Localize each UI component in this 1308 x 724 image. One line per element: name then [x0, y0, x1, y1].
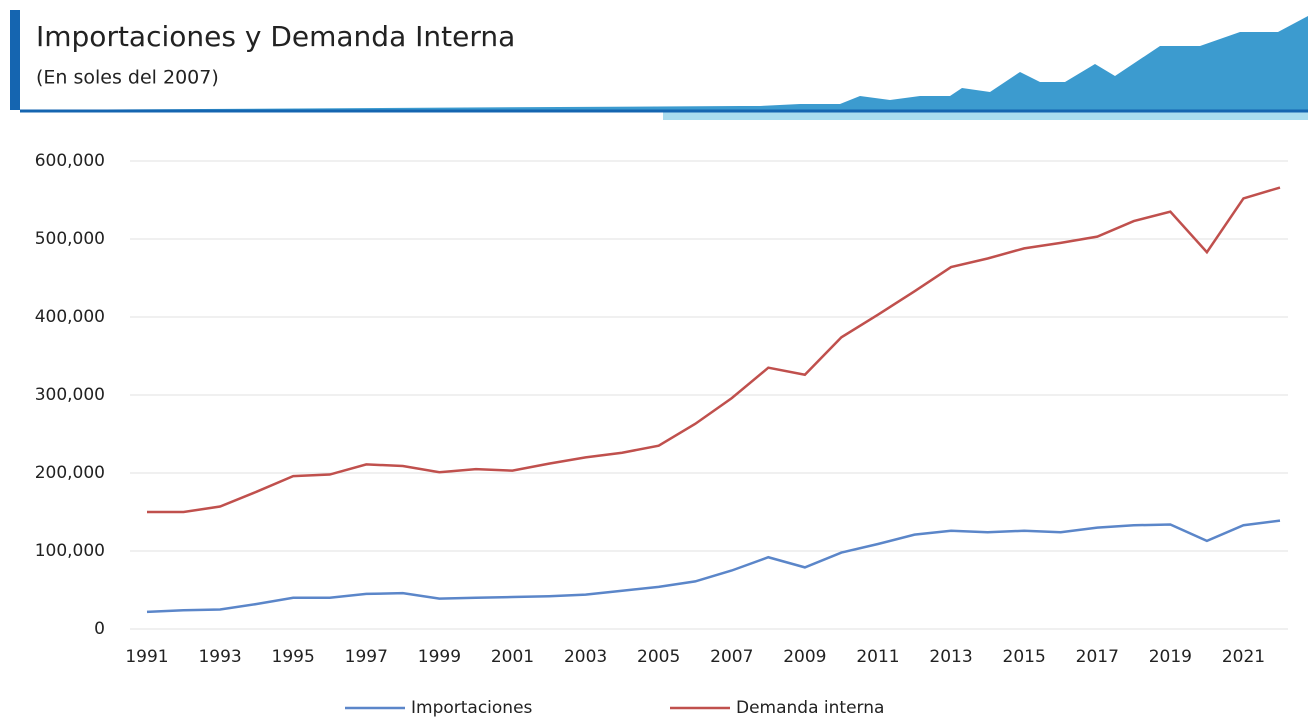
chart-subtitle: (En soles del 2007) [36, 67, 219, 89]
chart-title: Importaciones y Demanda Interna [36, 20, 515, 53]
chart: Importaciones y Demanda Interna (En sole… [0, 0, 1308, 720]
x-tick-label: 2015 [1003, 647, 1046, 667]
x-tick-label: 2005 [637, 647, 680, 667]
y-tick-label: 100,000 [35, 541, 105, 561]
y-tick-label: 500,000 [35, 229, 105, 249]
header-stripe [663, 112, 1308, 120]
x-tick-label: 1993 [198, 647, 241, 667]
x-tick-label: 1991 [125, 647, 168, 667]
y-tick-label: 300,000 [35, 385, 105, 405]
x-tick-label: 2011 [856, 647, 899, 667]
header-accent [10, 10, 20, 110]
x-tick-label: 1999 [418, 647, 461, 667]
series-line [147, 521, 1280, 612]
y-tick-label: 0 [94, 619, 105, 639]
series-line [147, 188, 1280, 512]
x-tick-label: 2021 [1222, 647, 1265, 667]
x-tick-label: 2001 [491, 647, 534, 667]
x-tick-label: 1995 [272, 647, 315, 667]
y-tick-label: 400,000 [35, 307, 105, 327]
x-tick-label: 2007 [710, 647, 753, 667]
y-tick-label: 200,000 [35, 463, 105, 483]
x-tick-label: 2009 [783, 647, 826, 667]
x-tick-label: 2013 [929, 647, 972, 667]
x-tick-label: 1997 [345, 647, 388, 667]
y-tick-label: 600,000 [35, 151, 105, 171]
x-tick-label: 2003 [564, 647, 607, 667]
x-tick-label: 2017 [1076, 647, 1119, 667]
legend-label: Importaciones [411, 698, 533, 718]
legend-label: Demanda interna [736, 698, 884, 718]
x-tick-label: 2019 [1149, 647, 1192, 667]
